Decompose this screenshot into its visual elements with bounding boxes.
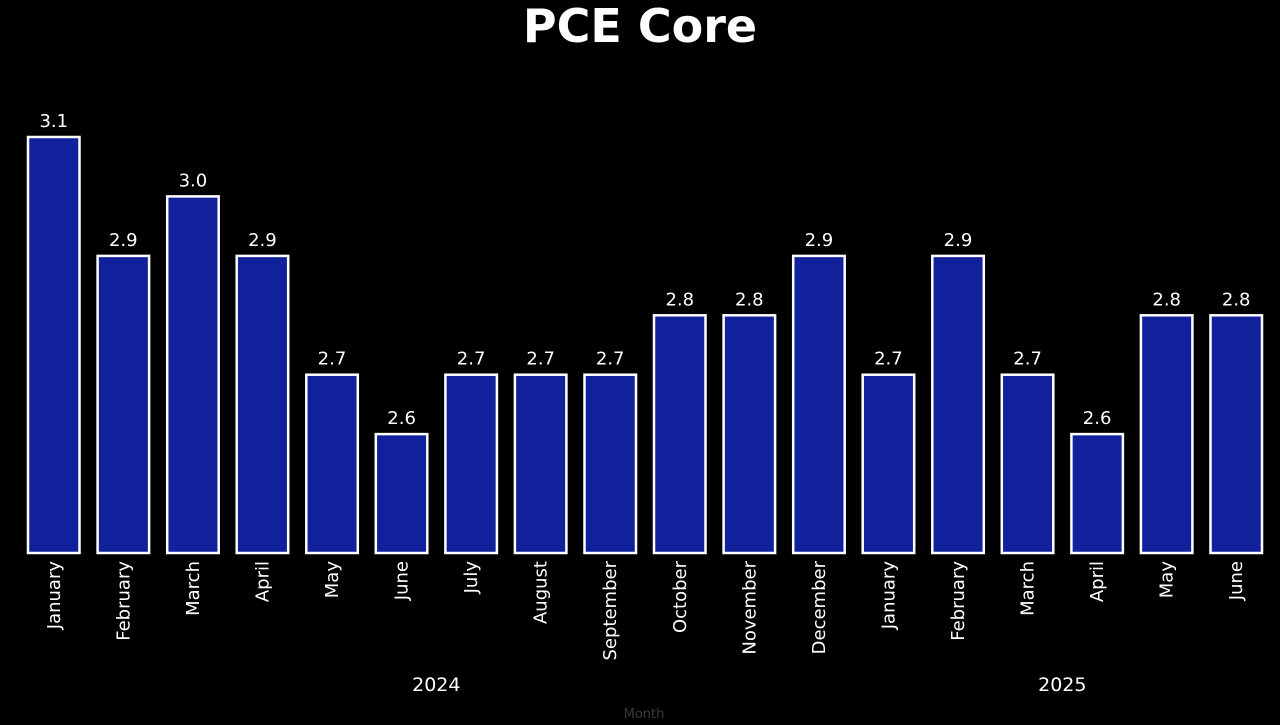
x-axis-title: Month [624, 707, 665, 722]
value-label-3: 2.9 [248, 230, 277, 251]
value-label-12: 2.7 [874, 349, 903, 370]
year-group-label-1: 2025 [1038, 674, 1086, 696]
value-labels-layer: 3.1 2.9 3.0 2.9 2.7 2.6 2.7 2.7 2.7 2.8 2.8 2.9 2.7 2… [39, 111, 1250, 429]
value-label-17: 2.8 [1222, 289, 1251, 310]
x-tick-label-3: April [252, 561, 273, 602]
value-label-8: 2.7 [596, 349, 625, 370]
value-label-16: 2.8 [1152, 289, 1181, 310]
x-tick-label-1: February [113, 561, 134, 641]
x-tick-label-2: March [183, 561, 204, 616]
value-label-15: 2.6 [1083, 408, 1112, 429]
x-tick-label-5: June [392, 561, 413, 601]
bar-16 [1139, 314, 1194, 555]
value-label-6: 2.7 [457, 349, 486, 370]
bar-9 [652, 314, 707, 555]
bar-6 [444, 373, 499, 555]
x-tick-label-14: March [1018, 561, 1039, 616]
chart-title: PCE Core [522, 0, 758, 53]
x-tick-label-8: September [600, 560, 621, 660]
x-tick-label-9: October [670, 560, 691, 633]
bar-7 [513, 373, 568, 555]
bar-4 [305, 373, 360, 555]
value-label-5: 2.6 [387, 408, 416, 429]
value-label-0: 3.1 [39, 111, 68, 132]
bar-12 [861, 373, 916, 555]
bar-5 [374, 432, 429, 555]
bar-2 [165, 195, 220, 555]
x-tick-label-11: December [809, 560, 830, 654]
x-tick-label-7: August [531, 561, 552, 624]
tick-labels-layer: January February March April May June July Augu… [44, 560, 1247, 660]
bar-1 [96, 254, 151, 555]
bar-13 [931, 254, 986, 555]
bar-8 [583, 373, 638, 555]
value-label-1: 2.9 [109, 230, 138, 251]
bar-11 [791, 254, 846, 555]
bar-14 [1000, 373, 1055, 555]
value-label-10: 2.8 [735, 289, 764, 310]
x-tick-label-6: July [461, 561, 482, 595]
bar-0 [26, 135, 81, 555]
x-tick-label-15: April [1087, 561, 1108, 602]
value-label-7: 2.7 [526, 349, 555, 370]
x-tick-label-12: January [878, 561, 899, 631]
value-label-2: 3.0 [179, 170, 208, 191]
x-tick-label-13: February [948, 561, 969, 641]
x-tick-label-0: January [44, 561, 65, 631]
year-group-label-0: 2024 [412, 674, 460, 696]
value-label-4: 2.7 [318, 349, 347, 370]
x-tick-label-4: May [322, 561, 343, 599]
bar-17 [1209, 314, 1264, 555]
x-tick-label-17: June [1226, 561, 1247, 601]
x-tick-label-10: November [739, 560, 760, 654]
value-label-9: 2.8 [665, 289, 694, 310]
year-labels-layer: 2024 2025 [412, 674, 1086, 696]
bar-15 [1070, 432, 1125, 555]
bar-3 [235, 254, 290, 555]
bars-layer [26, 135, 1264, 555]
bar-10 [722, 314, 777, 555]
value-label-13: 2.9 [944, 230, 973, 251]
x-tick-label-16: May [1157, 561, 1178, 599]
value-label-11: 2.9 [805, 230, 834, 251]
value-label-14: 2.7 [1013, 349, 1042, 370]
